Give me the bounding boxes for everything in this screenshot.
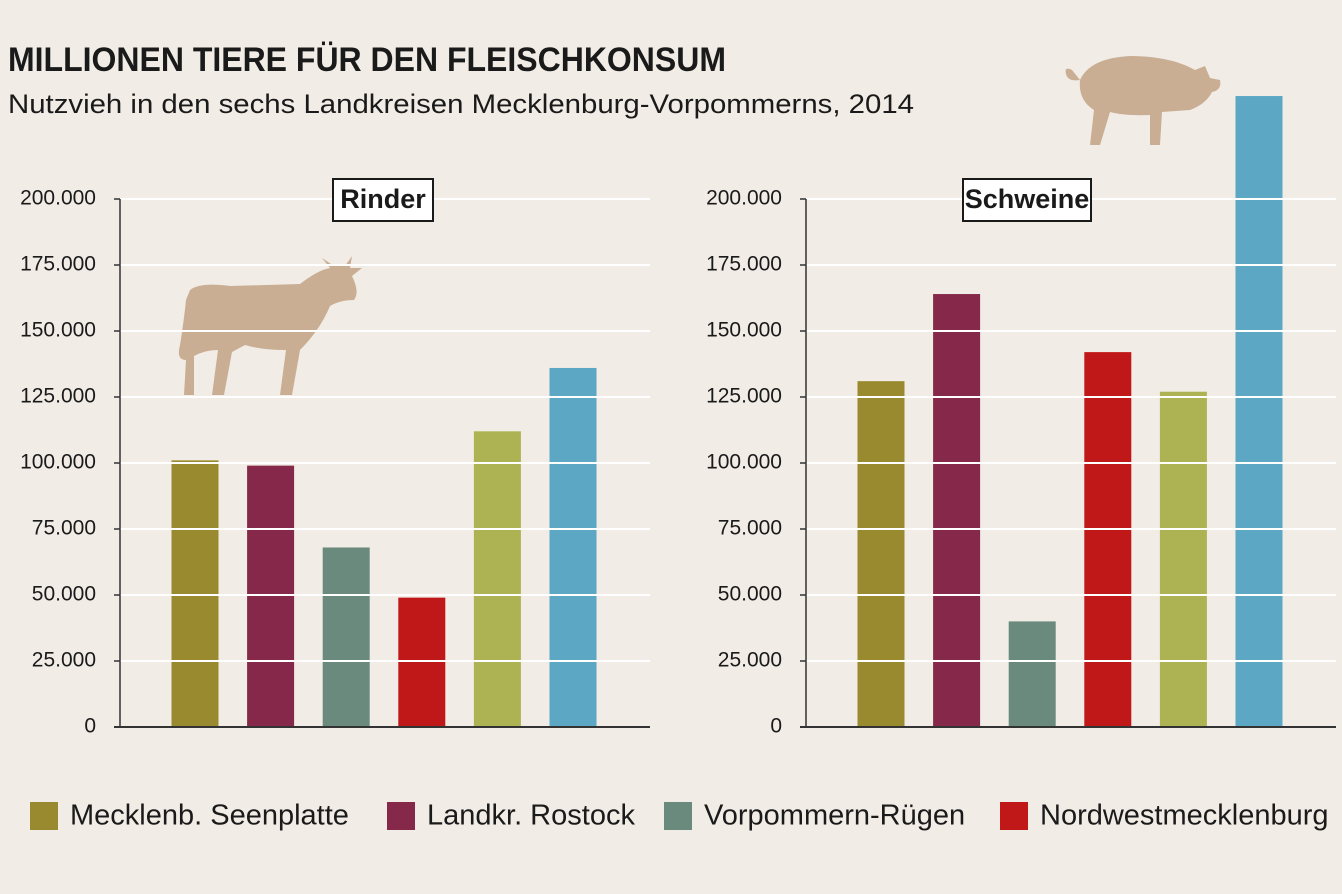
y-tick-label: 100.000 — [20, 451, 96, 474]
chart-title-box — [962, 178, 1092, 222]
legend-swatch — [1000, 802, 1028, 830]
title: MILLIONEN TIERE FÜR DEN FLEISCHKONSUM — [8, 41, 726, 79]
y-tick-label: 100.000 — [706, 451, 782, 474]
y-tick-label: 125.000 — [706, 385, 782, 408]
bar — [933, 294, 981, 727]
y-tick-label: 0 — [770, 715, 782, 738]
chart-title: Schweine — [965, 184, 1090, 214]
legend-swatch — [387, 802, 415, 830]
bar — [1235, 96, 1283, 728]
y-tick-label: 150.000 — [20, 319, 96, 342]
bar — [473, 431, 521, 727]
y-tick-label: 75.000 — [32, 517, 96, 540]
legend-swatch — [664, 802, 692, 830]
bar — [171, 460, 219, 727]
y-tick-label: 0 — [84, 715, 96, 738]
bar — [322, 547, 370, 727]
y-tick-label: 125.000 — [20, 385, 96, 408]
cow-icon — [178, 256, 362, 395]
pig-icon — [1065, 56, 1221, 145]
bar — [549, 367, 597, 727]
bar — [1159, 391, 1207, 727]
legend-swatch — [30, 802, 58, 830]
legend-label: Vorpommern-Rügen — [704, 800, 965, 832]
y-tick-label: 150.000 — [706, 319, 782, 342]
chart-title: Rinder — [340, 184, 426, 214]
y-tick-label: 50.000 — [718, 583, 782, 606]
legend-label: Landkr. Rostock — [427, 800, 635, 832]
legend-label: Mecklenb. Seenplatte — [70, 800, 349, 832]
bar — [398, 597, 446, 727]
bar — [1008, 621, 1056, 727]
chart-title-box — [332, 178, 434, 222]
y-tick-label: 200.000 — [706, 187, 782, 210]
y-tick-label: 200.000 — [20, 187, 96, 210]
bar — [857, 381, 905, 727]
y-tick-label: 175.000 — [706, 253, 782, 276]
y-tick-label: 50.000 — [32, 583, 96, 606]
y-tick-label: 75.000 — [718, 517, 782, 540]
bar — [247, 465, 295, 727]
legend-label: Nordwestmecklenburg — [1040, 800, 1329, 832]
subtitle: Nutzvieh in den sechs Landkreisen Meckle… — [8, 89, 914, 119]
y-tick-label: 25.000 — [718, 649, 782, 672]
bar — [1084, 352, 1132, 727]
y-tick-label: 175.000 — [20, 253, 96, 276]
y-tick-label: 25.000 — [32, 649, 96, 672]
